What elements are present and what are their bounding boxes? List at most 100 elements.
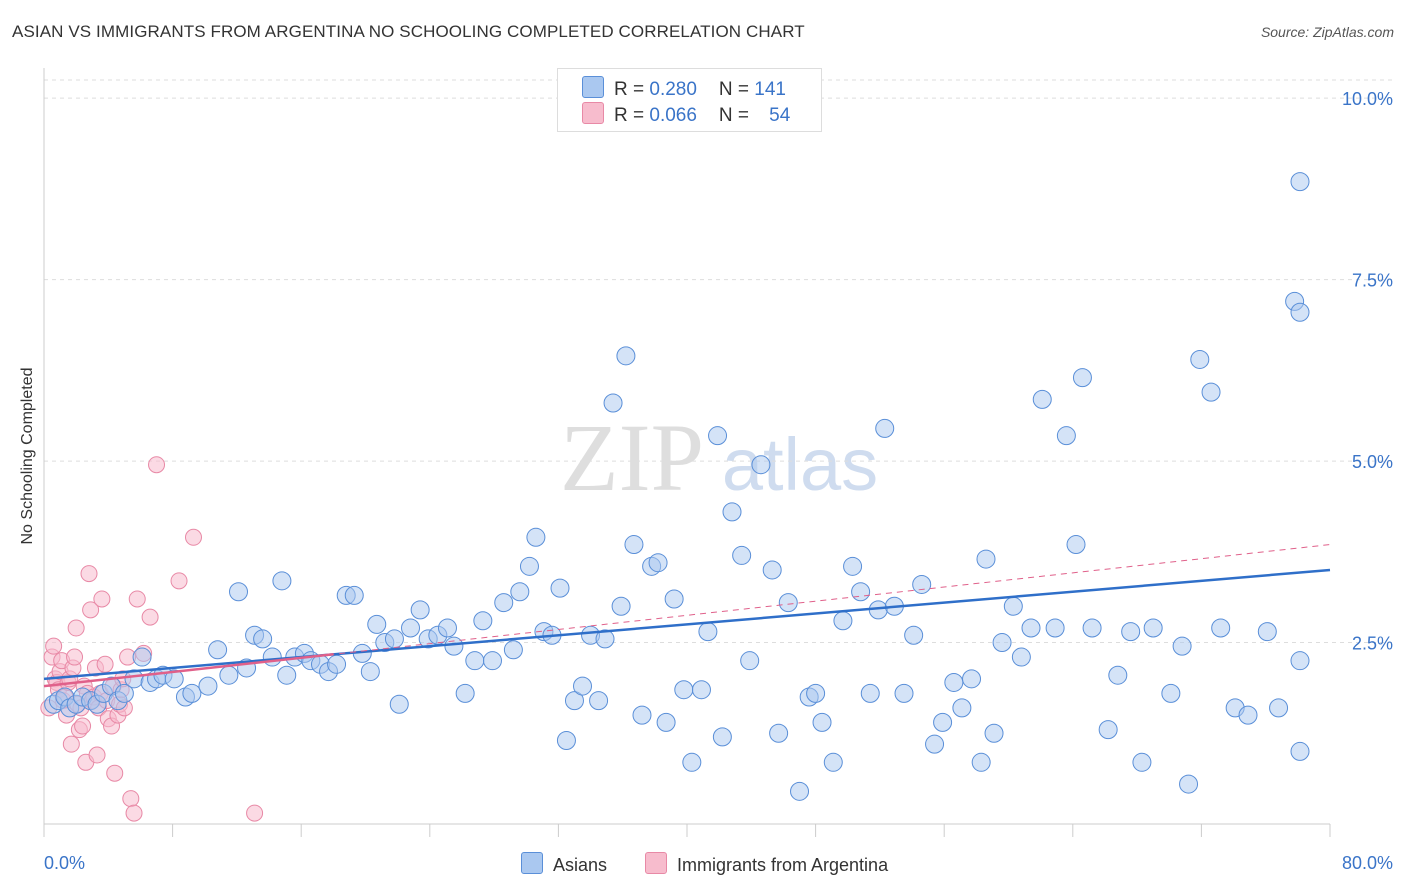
asian-point bbox=[526, 527, 546, 547]
asian-point bbox=[1072, 368, 1092, 388]
asian-point bbox=[465, 651, 485, 671]
asian-point bbox=[1238, 705, 1258, 725]
asian-points bbox=[44, 172, 1310, 801]
asian-point bbox=[632, 705, 652, 725]
axes bbox=[43, 68, 1331, 837]
asian-point bbox=[984, 723, 1004, 743]
asian-point bbox=[132, 647, 152, 667]
asian-point bbox=[944, 672, 964, 692]
y-tick-label: 5.0% bbox=[1352, 452, 1393, 472]
asian-point bbox=[262, 647, 282, 667]
y-tick-label: 7.5% bbox=[1352, 271, 1393, 291]
legend-r-value-asian: 0.280 bbox=[649, 79, 697, 100]
asian-point bbox=[1082, 618, 1102, 638]
legend-swatch-asian bbox=[582, 76, 604, 98]
argentina-point bbox=[67, 619, 85, 637]
asian-point bbox=[277, 665, 297, 685]
watermark-zip: ZIP bbox=[560, 404, 704, 511]
asian-point bbox=[894, 683, 914, 703]
watermark-atlas: atlas bbox=[722, 423, 878, 506]
legend-n-label-asian: N = bbox=[718, 79, 755, 100]
asian-point bbox=[682, 752, 702, 772]
asian-point bbox=[401, 618, 421, 638]
asian-point bbox=[698, 622, 718, 642]
argentina-point bbox=[184, 528, 202, 546]
asian-point bbox=[1121, 622, 1141, 642]
asian-point bbox=[740, 651, 760, 671]
grid bbox=[44, 79, 1392, 644]
asian-point bbox=[769, 723, 789, 743]
asian-point bbox=[624, 535, 644, 555]
x-tick-label-max: 80.0% bbox=[1342, 853, 1393, 873]
legend-r-label-argentina: R = bbox=[614, 105, 650, 126]
asian-point bbox=[925, 734, 945, 754]
asian-point bbox=[208, 640, 228, 660]
asian-point bbox=[1108, 665, 1128, 685]
asian-point bbox=[327, 654, 347, 674]
asian-point bbox=[664, 589, 684, 609]
asian-point bbox=[494, 593, 514, 613]
bottom-legend-argentina: Immigrants from Argentina bbox=[645, 852, 888, 876]
asian-point bbox=[904, 625, 924, 645]
asian-point bbox=[510, 582, 530, 602]
asian-point bbox=[573, 676, 593, 696]
asian-point bbox=[860, 683, 880, 703]
asian-point bbox=[648, 553, 668, 573]
asian-point bbox=[656, 712, 676, 732]
watermark: ZIP atlas bbox=[560, 404, 878, 511]
legend-row-argentina: R = 0.066 N = 54 bbox=[582, 102, 790, 126]
asian-point bbox=[751, 455, 771, 475]
asian-point bbox=[182, 683, 202, 703]
asian-point bbox=[912, 574, 932, 594]
asian-point bbox=[952, 698, 972, 718]
asian-point bbox=[410, 600, 430, 620]
asian-point bbox=[473, 611, 493, 631]
asian-point bbox=[503, 640, 523, 660]
asian-point bbox=[722, 502, 742, 522]
asian-point bbox=[851, 582, 871, 602]
asian-point bbox=[691, 680, 711, 700]
asian-point bbox=[933, 712, 953, 732]
asian-point bbox=[708, 426, 728, 446]
asian-point bbox=[1056, 426, 1076, 446]
asian-point bbox=[367, 614, 387, 634]
asian-point bbox=[790, 781, 810, 801]
asian-point bbox=[272, 571, 292, 591]
asian-point bbox=[1011, 647, 1031, 667]
argentina-point bbox=[170, 572, 188, 590]
asian-point bbox=[1172, 636, 1192, 656]
legend-n-value-asian: 141 bbox=[754, 79, 786, 100]
asian-point bbox=[992, 633, 1012, 653]
asian-point bbox=[1290, 741, 1310, 761]
asian-point bbox=[1290, 302, 1310, 322]
asian-point bbox=[962, 669, 982, 689]
asian-point bbox=[732, 545, 752, 565]
asian-point bbox=[198, 676, 218, 696]
asian-point bbox=[1032, 389, 1052, 409]
legend-r-label-asian: R = bbox=[614, 79, 650, 100]
asian-point bbox=[564, 691, 584, 711]
argentina-point bbox=[80, 565, 98, 583]
argentina-point bbox=[148, 456, 166, 474]
asian-point bbox=[389, 694, 409, 714]
argentina-trend-solid bbox=[43, 652, 334, 688]
legend-row-asian: R = 0.280 N = 141 bbox=[582, 76, 786, 100]
asian-point bbox=[1290, 651, 1310, 671]
asian-point bbox=[843, 556, 863, 576]
bottom-swatch-asian bbox=[521, 852, 543, 874]
source-note: Source: ZipAtlas.com bbox=[1260, 24, 1394, 40]
asian-point bbox=[550, 578, 570, 598]
asian-point bbox=[344, 585, 364, 605]
asian-point bbox=[360, 662, 380, 682]
y-tick-label: 2.5% bbox=[1352, 634, 1393, 654]
asian-point bbox=[611, 596, 631, 616]
asian-point bbox=[114, 683, 134, 703]
asian-point bbox=[1045, 618, 1065, 638]
bottom-legend-asian-label: Asians bbox=[553, 855, 608, 875]
stats-legend: R = 0.280 N = 141 R = 0.066 N = 54 bbox=[557, 68, 822, 132]
asian-point bbox=[1161, 683, 1181, 703]
argentina-point bbox=[62, 735, 80, 753]
asian-point bbox=[229, 582, 249, 602]
legend-n-label-argentina: N = bbox=[718, 105, 755, 126]
